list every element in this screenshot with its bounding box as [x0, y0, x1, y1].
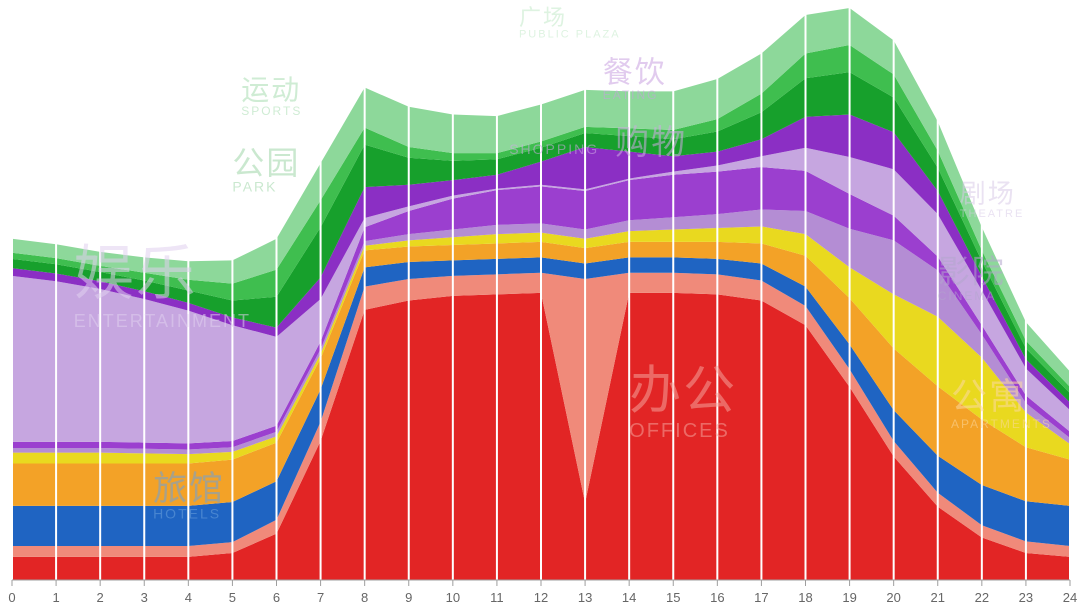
svg-text:运动: 运动	[241, 75, 301, 106]
x-tick-label: 13	[578, 590, 592, 605]
x-tick-label: 16	[710, 590, 724, 605]
x-tick-label: 15	[666, 590, 680, 605]
x-tick-label: 1	[52, 590, 59, 605]
svg-text:娱乐: 娱乐	[74, 240, 198, 307]
x-tick-label: 8	[361, 590, 368, 605]
svg-text:PUBLIC PLAZA: PUBLIC PLAZA	[519, 28, 621, 40]
label-offices: 办公OFFICES	[629, 362, 737, 442]
x-tick-label: 17	[754, 590, 768, 605]
x-tick-label: 0	[8, 590, 15, 605]
svg-text:OFFICES: OFFICES	[629, 420, 730, 442]
x-tick-label: 5	[229, 590, 236, 605]
svg-text:HOTELS: HOTELS	[153, 506, 221, 522]
x-tick-label: 12	[534, 590, 548, 605]
svg-text:THEATRE: THEATRE	[960, 208, 1025, 220]
x-tick-label: 3	[141, 590, 148, 605]
x-tick-label: 7	[317, 590, 324, 605]
x-tick-label: 10	[446, 590, 460, 605]
svg-text:购物: 购物	[615, 124, 687, 162]
x-tick-label: 21	[931, 590, 945, 605]
svg-text:公园: 公园	[232, 145, 300, 181]
activity-stacked-area-chart: 0123456789101112131415161718192021222324…	[0, 0, 1080, 615]
svg-text:ENTERTAINMENT: ENTERTAINMENT	[74, 311, 251, 331]
x-tick-label: 19	[842, 590, 856, 605]
x-tick-label: 6	[273, 590, 280, 605]
label-cinema: 影院CINEMA	[938, 254, 1006, 304]
svg-text:剧场: 剧场	[960, 178, 1016, 208]
x-tick-label: 20	[886, 590, 900, 605]
svg-text:APARTMENTS: APARTMENTS	[951, 417, 1052, 431]
label-theatre: 剧场THEATRE	[960, 178, 1025, 219]
x-tick-label: 22	[975, 590, 989, 605]
label-sports: 运动SPORTS	[241, 75, 302, 118]
svg-text:影院: 影院	[938, 254, 1006, 290]
x-tick-label: 18	[798, 590, 812, 605]
x-tick-label: 9	[405, 590, 412, 605]
svg-text:餐饮: 餐饮	[603, 56, 667, 89]
svg-text:EATING: EATING	[603, 88, 659, 102]
x-tick-label: 4	[185, 590, 192, 605]
svg-text:PARK: PARK	[232, 178, 277, 194]
svg-text:SPORTS: SPORTS	[241, 104, 302, 118]
label-hotels: 旅馆HOTELS	[153, 470, 225, 522]
svg-text:SHOPPING: SHOPPING	[509, 141, 599, 157]
x-tick-label: 23	[1019, 590, 1033, 605]
x-tick-label: 24	[1063, 590, 1077, 605]
x-tick-label: 14	[622, 590, 636, 605]
x-tick-label: 11	[490, 590, 504, 605]
x-tick-label: 2	[97, 590, 104, 605]
svg-text:办公: 办公	[629, 362, 737, 420]
svg-text:CINEMA: CINEMA	[938, 289, 997, 303]
svg-text:公寓: 公寓	[951, 375, 1027, 416]
svg-text:旅馆: 旅馆	[153, 470, 225, 508]
svg-text:广场: 广场	[519, 5, 567, 30]
label-eating: 餐饮EATING	[603, 56, 667, 102]
chart-svg: 0123456789101112131415161718192021222324…	[0, 0, 1080, 615]
